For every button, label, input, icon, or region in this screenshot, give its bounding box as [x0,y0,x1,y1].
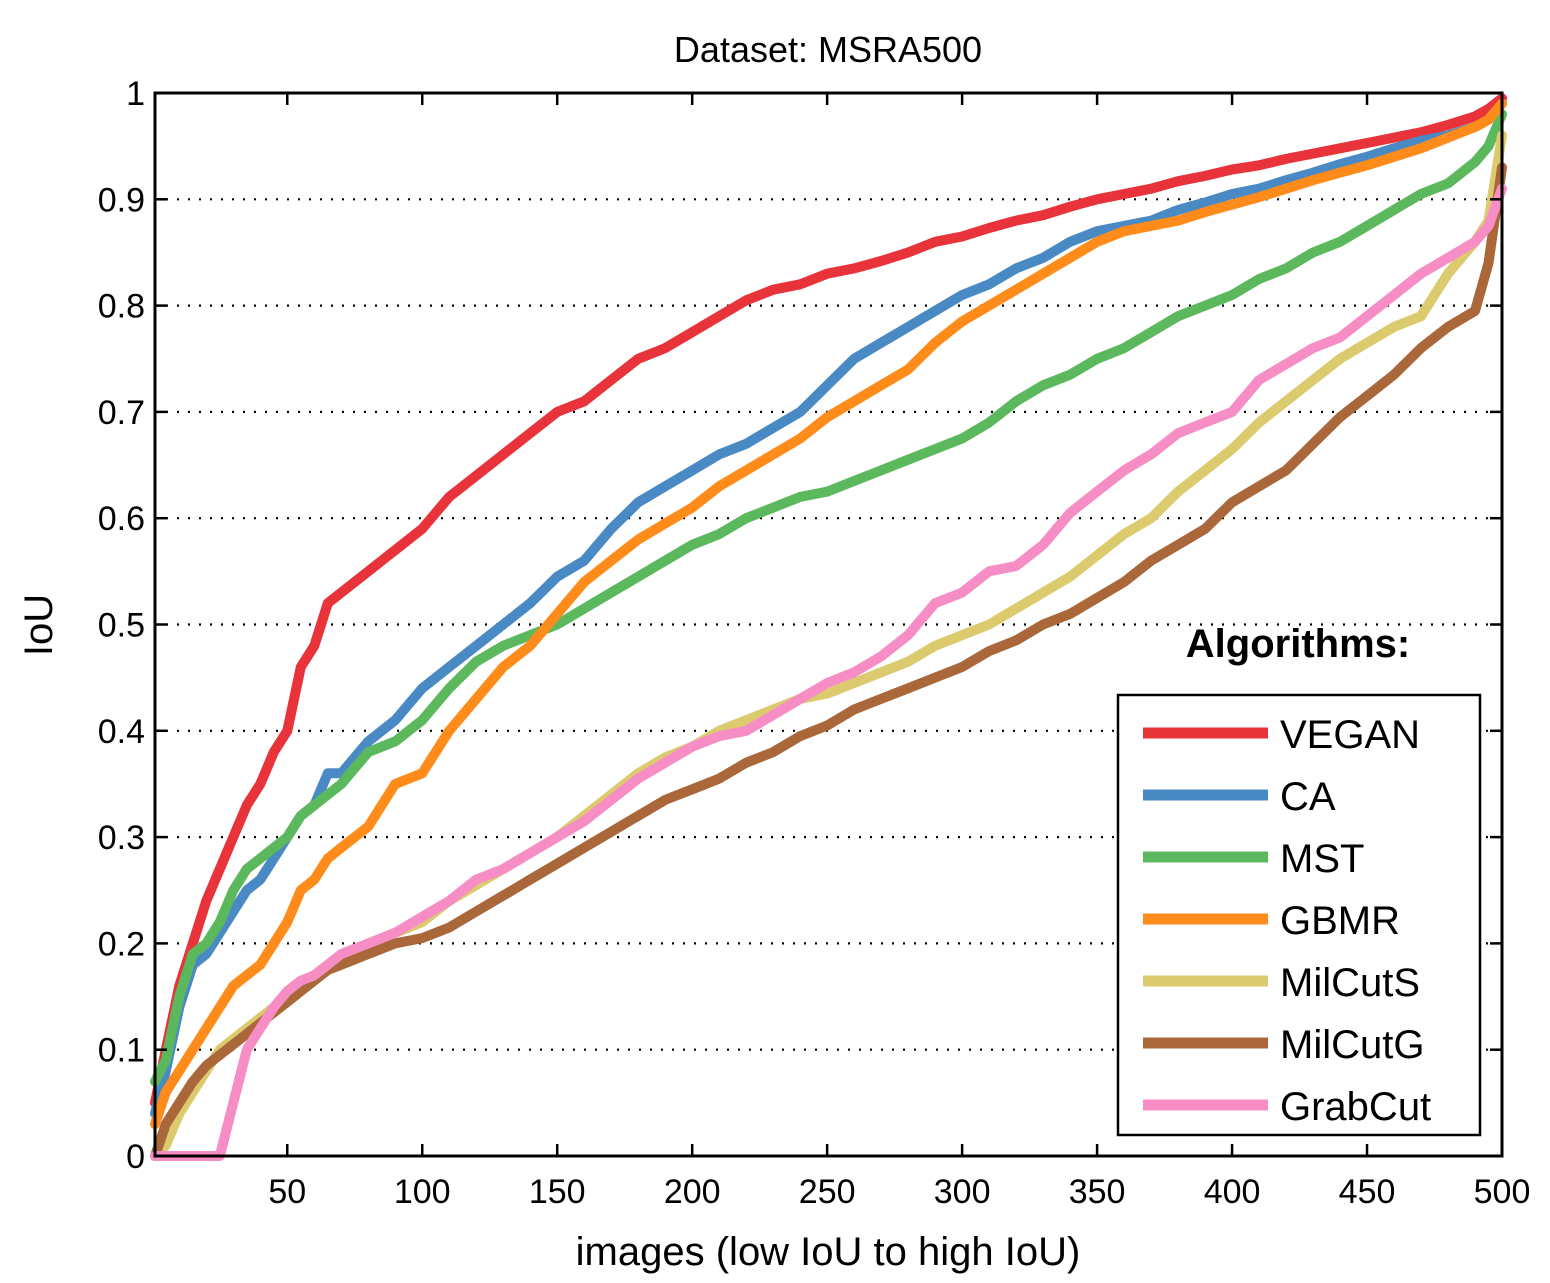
y-axis-label: IoU [17,594,61,656]
y-tick-label-4: 0.4 [98,713,145,751]
y-tick-label-5: 0.5 [98,607,145,645]
series-line-grabcut [150,183,1507,1161]
x-tick-label-2: 150 [529,1173,586,1211]
series-line-vegan [150,93,1507,1108]
chart-title: Dataset: MSRA500 [674,29,982,70]
y-tick-label-2: 0.2 [98,925,145,963]
x-tick-label-3: 200 [664,1173,721,1211]
y-axis-ticks: 0 0.1 0.2 0.3 0.4 0.5 0.6 0.7 0.8 0.9 1 [98,75,1502,1176]
y-tick-label-9: 0.9 [98,181,145,219]
legend-label-grabcut: GrabCut [1280,1085,1431,1129]
legend-label-ca: CA [1280,775,1336,819]
x-tick-label-4: 250 [799,1173,856,1211]
x-tick-label-1: 100 [394,1173,451,1211]
series-line-gbmr [150,98,1507,1130]
series-line-mst [150,109,1507,1087]
x-tick-label-9: 500 [1474,1173,1531,1211]
y-tick-label-0: 0 [126,1138,145,1176]
series-line-milcutg [150,162,1507,1161]
x-tick-label-7: 400 [1204,1173,1261,1211]
legend: VEGAN CA MST GBMR MilCutS MilCutG GrabCut [1116,693,1482,1137]
y-tick-label-1: 0.1 [98,1032,145,1070]
legend-label-vegan: VEGAN [1280,713,1420,757]
legend-label-mst: MST [1280,837,1364,881]
x-tick-label-6: 350 [1069,1173,1126,1211]
legend-title: Algorithms: [1186,622,1410,666]
y-tick-label-7: 0.7 [98,394,145,432]
y-tick-label-8: 0.8 [98,288,145,326]
x-tick-label-0: 50 [268,1173,306,1211]
x-tick-label-5: 300 [934,1173,991,1211]
legend-label-milcutg: MilCutG [1280,1023,1424,1067]
series-lines [150,93,1507,1161]
x-axis-label: images (low IoU to high IoU) [576,1230,1081,1274]
y-tick-label-3: 0.3 [98,819,145,857]
legend-label-milcuts: MilCutS [1280,961,1420,1005]
y-tick-label-10: 1 [126,75,145,113]
y-tick-label-6: 0.6 [98,500,145,538]
x-axis-ticks: 50 100 150 200 250 300 350 400 450 500 [268,93,1530,1211]
legend-label-gbmr: GBMR [1280,899,1400,943]
x-tick-label-8: 450 [1339,1173,1396,1211]
